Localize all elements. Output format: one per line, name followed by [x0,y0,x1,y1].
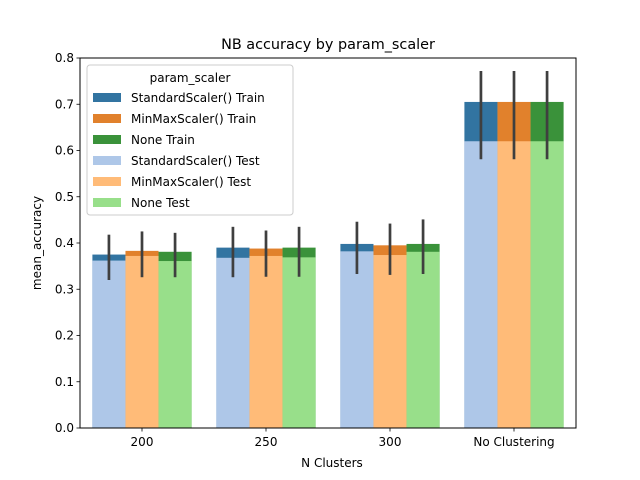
legend-box [86,64,294,216]
bar-test-group2-cat0 [158,261,192,428]
y-tick-label: 0.7 [55,97,74,111]
legend-label: None Test [131,196,190,210]
x-tick-label: 200 [131,435,154,449]
bar-test-group0-cat2 [340,251,374,428]
legend-title: param_scaler [150,71,231,85]
x-axis-label: N Clusters [301,456,363,470]
legend-label: StandardScaler() Test [131,154,260,168]
bar-test-group1-cat0 [125,255,159,428]
bar-test-group1-cat3 [497,141,531,428]
y-tick-label: 0.3 [55,282,74,296]
y-tick-label: 0.5 [55,190,74,204]
y-tick-label: 0.1 [55,375,74,389]
legend-swatch [93,177,121,186]
bar-test-group2-cat1 [282,257,316,428]
y-tick-label: 0.0 [55,421,74,435]
x-tick-label: 250 [255,435,278,449]
legend-items: StandardScaler() Train MinMaxScaler() Tra… [93,91,265,210]
bar-test-group0-cat1 [216,257,250,428]
bar-test-group1-cat2 [373,255,407,428]
y-tick-label: 0.8 [55,51,74,65]
error-bars-layer [107,70,549,280]
legend-label: MinMaxScaler() Train [131,112,256,126]
bar-test-group0-cat0 [92,260,126,428]
bar-test-group2-cat3 [530,141,564,428]
bar-test-group0-cat3 [464,141,498,428]
legend-label: StandardScaler() Train [131,91,265,105]
y-axis: 0.0 0.1 0.2 0.3 0.4 0.5 0.6 0.7 0.8 [55,51,80,435]
y-tick-label: 0.6 [55,144,74,158]
legend-swatch [93,114,121,123]
legend-swatch [93,93,121,102]
legend-label: MinMaxScaler() Test [131,175,251,189]
y-tick-label: 0.2 [55,329,74,343]
x-tick-label: No Clustering [473,435,554,449]
x-tick-label: 300 [379,435,402,449]
legend-swatch [93,198,121,207]
bar-test-group2-cat2 [406,251,440,428]
legend-swatch [93,156,121,165]
chart-title: NB accuracy by param_scaler [221,37,435,53]
bars-layer [92,101,564,428]
y-tick-label: 0.4 [55,236,74,250]
y-axis-label: mean_accuracy [30,196,44,290]
plot-frame [79,57,577,429]
legend-label: None Train [131,133,195,147]
x-axis: 200 250 300 No Clustering [131,428,555,449]
legend: param_scaler StandardScaler() Train MinMa… [86,64,294,216]
bar-test-group1-cat1 [249,255,283,428]
legend-swatch [93,135,121,144]
